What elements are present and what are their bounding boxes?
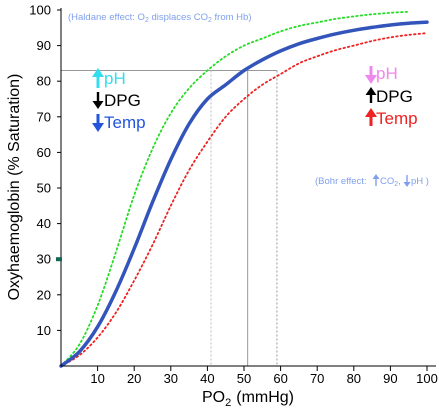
svg-text:Temp: Temp [104, 113, 146, 132]
svg-text:DPG: DPG [104, 91, 141, 110]
factor-temp-left: Temp [92, 113, 146, 132]
x-axis-title-unit: (mmHg) [236, 389, 294, 406]
arrow-down-icon [365, 66, 377, 84]
svg-text:CO2,: CO2, [380, 176, 401, 188]
arrow-down-icon [92, 92, 104, 109]
y-tick-label: 70 [37, 109, 51, 124]
factor-ph-left: pH [92, 68, 126, 88]
x-tick-label: 40 [200, 371, 214, 386]
x-tick-label: 80 [347, 371, 361, 386]
arrow-down-icon [403, 175, 411, 187]
y-tick-label: 90 [37, 38, 51, 53]
y-tick-label: 50 [37, 181, 51, 196]
x-axis-title-subscript: 2 [225, 397, 231, 409]
x-tick-label: 50 [237, 371, 251, 386]
haldane-effect-note: (Haldane effect: O2 displaces CO2 from H… [68, 12, 251, 24]
factor-dpg-right: DPG [365, 87, 413, 106]
series-line [60, 10, 410, 367]
factor-ph-right: pH [365, 64, 398, 84]
y-tick-label: 60 [37, 145, 51, 160]
svg-text:(Bohr effect:: (Bohr effect: [315, 176, 367, 187]
right-shift-factors: pH DPG Temp [365, 64, 418, 128]
axes [60, 8, 436, 367]
x-tick-label: 30 [164, 371, 178, 386]
arrow-up-icon [92, 68, 104, 88]
svg-text:DPG: DPG [376, 87, 413, 106]
factor-dpg-left: DPG [92, 91, 141, 110]
arrow-up-icon [365, 87, 377, 103]
x-tick-label: 20 [127, 371, 141, 386]
y-tick-label: 20 [37, 287, 51, 302]
ticks: 10 20 30 40 50 60 70 80 90 100 10 20 30 40 50 60 70 80 90 1… [29, 3, 438, 387]
y-tick-label: 30 [37, 252, 51, 267]
y-tick-label: 10 [37, 323, 51, 338]
arrow-down-icon [92, 114, 104, 132]
series-line [59, 20, 429, 368]
y-tick-label: 80 [37, 74, 51, 89]
x-axis-title: PO2 (mmHg) [202, 389, 294, 409]
factor-temp-right: Temp [365, 108, 418, 128]
left-shift-factors: pH DPG Temp [92, 68, 146, 132]
bohr-effect-note: (Bohr effect: CO2, pH ) [315, 174, 429, 188]
x-tick-label: 90 [383, 371, 397, 386]
y-tick-label: 100 [29, 3, 51, 18]
series-line [60, 32, 428, 367]
svg-text:pH: pH [376, 64, 398, 83]
svg-text:pH ): pH ) [411, 176, 429, 187]
svg-text:pH: pH [104, 69, 126, 88]
series-lines [59, 10, 429, 368]
x-tick-label: 70 [310, 371, 324, 386]
x-tick-label: 10 [90, 371, 104, 386]
x-tick-label: 100 [416, 371, 438, 386]
arrow-up-icon [365, 108, 377, 126]
x-tick-label: 60 [273, 371, 287, 386]
svg-text:Temp: Temp [376, 109, 418, 128]
arrow-up-icon [372, 174, 380, 186]
y-axis-title: Oxyhaemoglobin (% Saturation) [6, 74, 23, 301]
y-tick-label: 40 [37, 216, 51, 231]
